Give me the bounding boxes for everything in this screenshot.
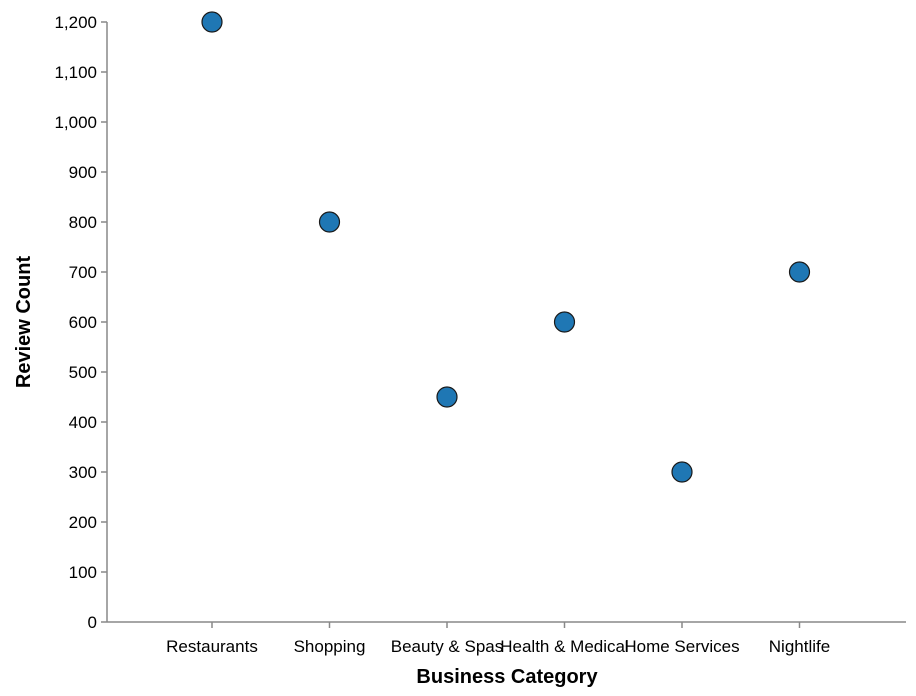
y-tick-label: 1,100 xyxy=(54,63,97,82)
x-tick-label: Health & Medical xyxy=(500,637,629,656)
x-tick-label: Restaurants xyxy=(166,637,258,656)
y-tick-label: 900 xyxy=(69,163,97,182)
data-point xyxy=(671,461,693,483)
data-point xyxy=(788,261,811,283)
y-tick-label: 200 xyxy=(69,513,97,532)
x-tick-label: Beauty & Spas xyxy=(391,637,503,656)
x-tick-label: Nightlife xyxy=(769,637,830,656)
x-axis-title: Business Category xyxy=(416,666,598,688)
x-tick-label: Home Services xyxy=(624,637,739,656)
y-tick-label: 300 xyxy=(69,463,97,482)
x-tick-label: Shopping xyxy=(294,637,366,656)
data-point xyxy=(436,386,458,408)
y-tick-label: 0 xyxy=(88,613,97,632)
data-point xyxy=(201,11,223,33)
y-tick-label: 1,000 xyxy=(54,113,97,132)
y-tick-label: 700 xyxy=(69,263,97,282)
y-tick-label: 1,200 xyxy=(54,13,97,32)
y-tick-label: 400 xyxy=(69,413,97,432)
y-tick-label: 800 xyxy=(69,213,97,232)
data-point xyxy=(553,311,576,333)
y-tick-label: 100 xyxy=(69,563,97,582)
y-axis-title: Review Count xyxy=(13,256,35,389)
y-axis: 0 100 200 300 400 500 600 700 800 900 1,000 1,100 1,… xyxy=(54,13,108,632)
data-points xyxy=(201,11,811,483)
y-tick-label: 500 xyxy=(69,363,97,382)
data-point xyxy=(318,211,341,233)
y-ticks: 0 100 200 300 400 500 600 700 800 900 1,000 1,100 1,… xyxy=(54,13,107,632)
y-tick-label: 600 xyxy=(69,313,97,332)
